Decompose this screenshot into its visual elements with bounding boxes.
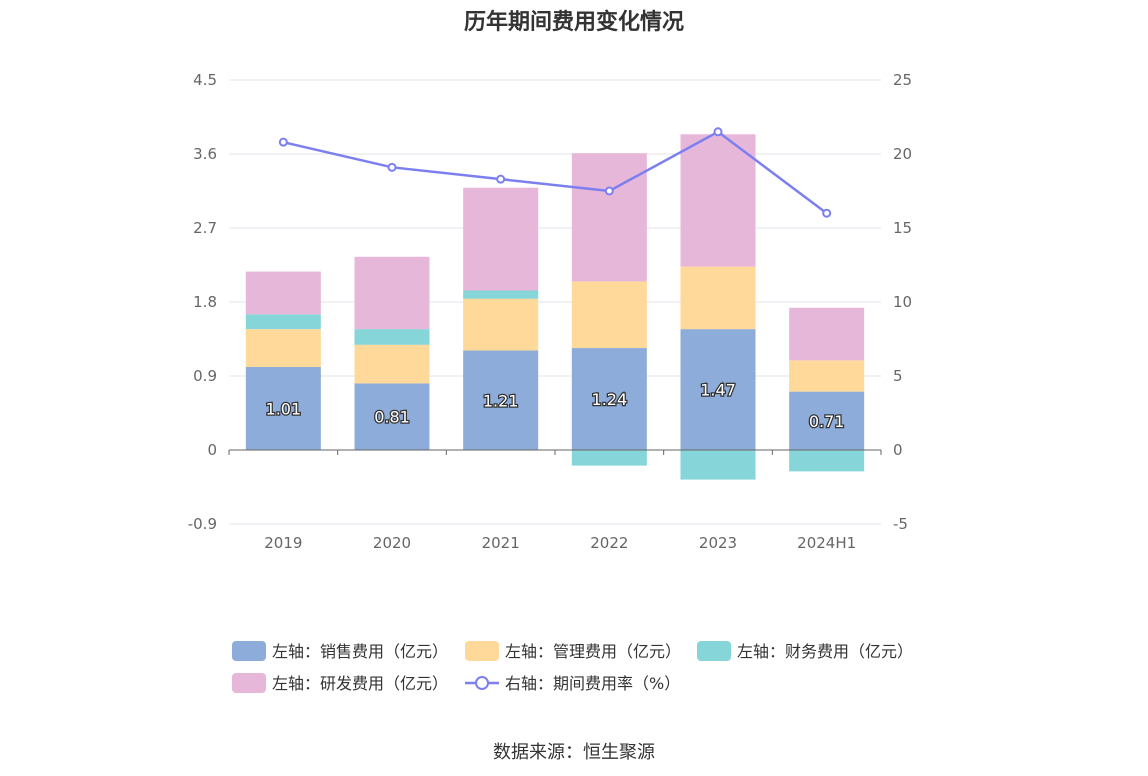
bar-segment [789, 391, 865, 450]
legend-swatch [465, 641, 499, 661]
bar-segment [789, 360, 865, 392]
y-right-tick-label: 5 [893, 367, 903, 385]
y-right-tick-label: 0 [893, 441, 903, 459]
chart: 4.5 3.6 2.7 1.8 0.9 0 -0.9 25 20 15 10 5 0 -5 2019 2020… [188, 71, 913, 693]
bar-segment [463, 298, 539, 351]
y-right-tick-label: 15 [893, 219, 912, 237]
bar-segment [571, 348, 647, 450]
y-right-tick-label: 20 [893, 145, 912, 163]
y-right-tick-label: -5 [893, 515, 908, 533]
y-left-tick-label: 1.8 [193, 293, 217, 311]
bar-segment [463, 187, 539, 291]
rate-point [496, 174, 506, 184]
bar-segment [245, 366, 321, 450]
y-left-tick-label: 2.7 [193, 219, 217, 237]
bar-segment [680, 329, 756, 450]
bar-segment [571, 450, 647, 466]
y-left-tick-label: 0 [207, 441, 217, 459]
legend-label: 右轴：期间费用率（%） [505, 674, 680, 693]
bar-segment [789, 450, 865, 472]
data-label: 1.24 [592, 390, 628, 409]
bar-segment [354, 256, 430, 330]
legend-label: 左轴：销售费用（亿元） [272, 642, 448, 661]
rate-point [604, 186, 614, 196]
bar-segment [245, 271, 321, 315]
x-tick-label: 2021 [482, 534, 520, 552]
data-label: 0.81 [374, 408, 410, 427]
bar-segment [680, 134, 756, 267]
bar-segment [571, 281, 647, 349]
bar-segment [680, 450, 756, 480]
rate-point [387, 162, 397, 172]
rate-point [278, 137, 288, 147]
x-tick-label: 2019 [264, 534, 302, 552]
y-left-tick-label: 0.9 [193, 367, 217, 385]
bar-segment [680, 266, 756, 330]
rate-point [713, 127, 723, 137]
bar-segment [463, 350, 539, 450]
x-tick-label: 2022 [590, 534, 628, 552]
bar-segment [245, 314, 321, 330]
x-tick-label: 2020 [373, 534, 411, 552]
legend-swatch [232, 673, 266, 693]
bar-segment [245, 329, 321, 367]
data-label: 1.01 [266, 399, 302, 418]
legend-label: 左轴：管理费用（亿元） [505, 642, 681, 661]
rate-point [822, 208, 832, 218]
y-right-tick-label: 10 [893, 293, 912, 311]
data-label: 1.21 [483, 391, 519, 410]
y-left-tick-label: 3.6 [193, 145, 217, 163]
x-tick-label: 2023 [699, 534, 737, 552]
rate-line [283, 130, 828, 215]
y-right-tick-label: 25 [893, 71, 912, 89]
legend-swatch [475, 676, 489, 690]
data-label: 0.71 [809, 412, 845, 431]
bar-segment [789, 307, 865, 361]
bar-segment [354, 344, 430, 384]
y-left-tick-label: 4.5 [193, 71, 217, 89]
legend-label: 左轴：财务费用（亿元） [737, 642, 913, 661]
bar-segment [463, 290, 539, 299]
source-note: 数据来源：恒生聚源 [493, 742, 655, 763]
bar-segment [571, 153, 647, 282]
bar-segment [354, 329, 430, 345]
chart-title: 历年期间费用变化情况 [463, 10, 684, 35]
legend-swatch [232, 641, 266, 661]
bar-segment [354, 383, 430, 450]
data-label: 1.47 [700, 381, 736, 400]
y-left-tick-label: -0.9 [188, 515, 217, 533]
legend-swatch [697, 641, 731, 661]
legend-label: 左轴：研发费用（亿元） [272, 674, 448, 693]
x-tick-label: 2024H1 [797, 534, 856, 552]
